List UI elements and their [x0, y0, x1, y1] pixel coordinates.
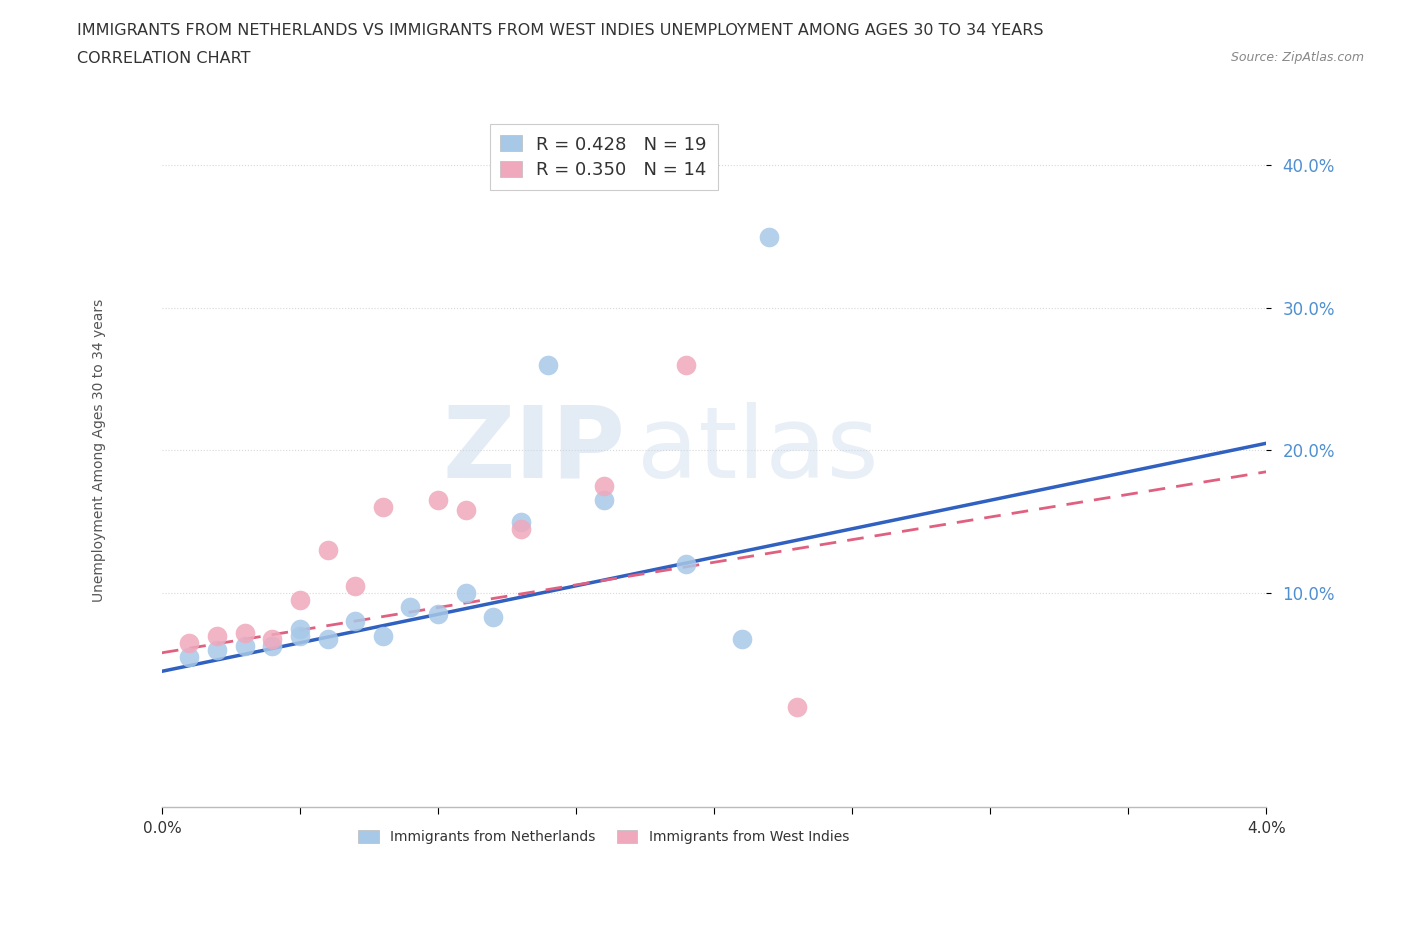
- Text: ZIP: ZIP: [443, 402, 626, 498]
- Point: [179, 650, 201, 665]
- Point: [288, 592, 311, 607]
- Point: [454, 586, 477, 601]
- Point: [233, 625, 256, 640]
- Point: [371, 629, 394, 644]
- Point: [758, 229, 780, 244]
- Point: [233, 638, 256, 653]
- Point: [427, 493, 450, 508]
- Point: [316, 543, 339, 558]
- Point: [592, 493, 614, 508]
- Point: [344, 578, 367, 593]
- Point: [482, 610, 505, 625]
- Point: [371, 500, 394, 515]
- Point: [427, 607, 450, 622]
- Text: CORRELATION CHART: CORRELATION CHART: [77, 51, 250, 66]
- Point: [288, 629, 311, 644]
- Point: [509, 514, 531, 529]
- Point: [262, 638, 284, 653]
- Point: [592, 479, 614, 494]
- Point: [288, 621, 311, 636]
- Point: [786, 699, 808, 714]
- Point: [509, 522, 531, 537]
- Y-axis label: Unemployment Among Ages 30 to 34 years: Unemployment Among Ages 30 to 34 years: [93, 299, 107, 602]
- Point: [454, 503, 477, 518]
- Point: [316, 631, 339, 646]
- Point: [675, 557, 697, 572]
- Legend: Immigrants from Netherlands, Immigrants from West Indies: Immigrants from Netherlands, Immigrants …: [353, 825, 855, 850]
- Point: [537, 357, 560, 372]
- Point: [675, 357, 697, 372]
- Point: [399, 600, 422, 615]
- Point: [179, 635, 201, 650]
- Point: [205, 629, 228, 644]
- Point: [262, 631, 284, 646]
- Point: [344, 614, 367, 629]
- Point: [205, 643, 228, 658]
- Text: IMMIGRANTS FROM NETHERLANDS VS IMMIGRANTS FROM WEST INDIES UNEMPLOYMENT AMONG AG: IMMIGRANTS FROM NETHERLANDS VS IMMIGRANT…: [77, 23, 1043, 38]
- Text: atlas: atlas: [637, 402, 879, 498]
- Point: [731, 631, 754, 646]
- Text: Source: ZipAtlas.com: Source: ZipAtlas.com: [1230, 51, 1364, 64]
